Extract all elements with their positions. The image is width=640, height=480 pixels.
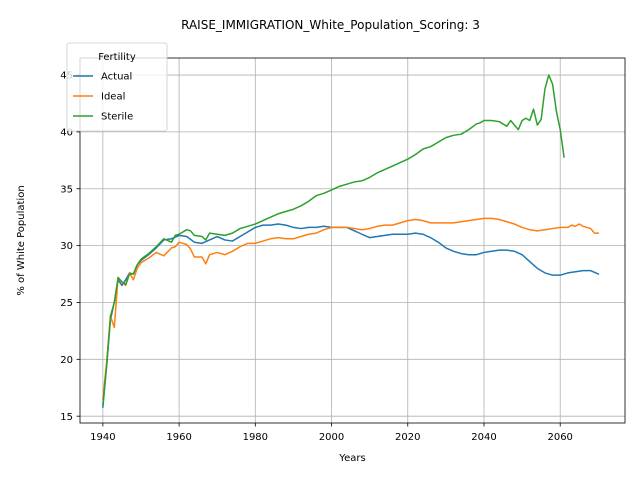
- legend-title: Fertility: [98, 52, 136, 63]
- series-line-actual: [102, 223, 600, 408]
- legend-frame: [66, 42, 168, 132]
- y-axis-label: % of White Population: [16, 185, 27, 295]
- legend-label-ideal: Ideal: [101, 92, 125, 103]
- x-axis-label: Years: [338, 453, 365, 464]
- y-tick-label: 35: [60, 184, 73, 195]
- legend-entries: Actual Ideal Sterile: [73, 72, 133, 123]
- y-tick-label: 20: [60, 355, 73, 366]
- series-line-sterile: [102, 74, 565, 406]
- y-tick-label: 25: [60, 298, 73, 309]
- x-tick-label: 2000: [319, 432, 344, 443]
- x-tick-label: 1940: [90, 432, 115, 443]
- series-line-ideal: [102, 217, 600, 400]
- y-tick-label: 15: [60, 412, 73, 423]
- x-tick-label: 2040: [471, 432, 496, 443]
- legend-label-actual: Actual: [101, 72, 132, 83]
- chart-title: RAISE_IMMIGRATION_White_Population_Scori…: [181, 18, 480, 32]
- x-tick-label: 1980: [243, 432, 268, 443]
- legend-label-sterile: Sterile: [101, 112, 133, 123]
- x-tick-label: 1960: [166, 432, 191, 443]
- x-axis-ticks: 1940 1960 1980 2000 2020 2040 2060: [90, 423, 573, 443]
- x-tick-label: 2020: [395, 432, 420, 443]
- plot-area: [79, 57, 626, 424]
- y-tick-label: 30: [60, 241, 73, 252]
- series-lines: [102, 74, 600, 408]
- x-tick-label: 2060: [547, 432, 572, 443]
- legend: Fertility Actual Ideal Sterile: [66, 42, 168, 132]
- grid: [80, 58, 625, 423]
- y-tick-label: 40: [60, 128, 73, 139]
